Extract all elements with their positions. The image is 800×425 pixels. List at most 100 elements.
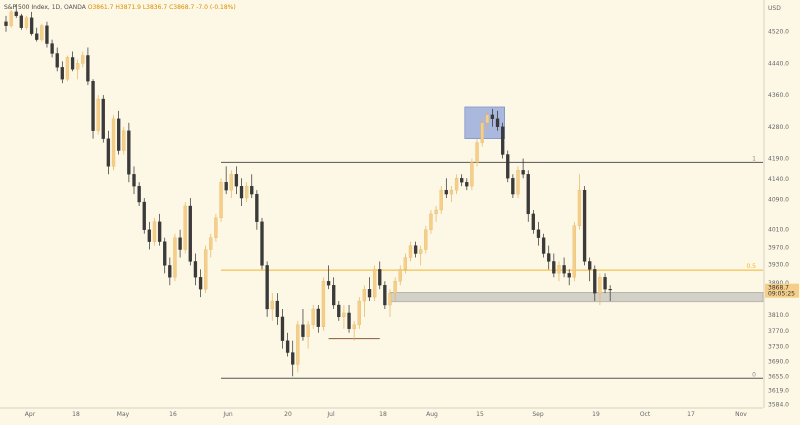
price-tick-label: 3690.0 <box>768 358 789 365</box>
candle-body <box>541 237 546 254</box>
candle-body <box>270 300 274 310</box>
candle-body <box>244 186 249 199</box>
candle-body <box>19 15 24 28</box>
candle-body <box>588 261 592 270</box>
fib-label-1: 0.5 <box>746 263 756 270</box>
candle-body <box>35 33 39 40</box>
time-tick-label: 17 <box>687 411 695 418</box>
candle-body <box>352 324 356 329</box>
currency-label: USD <box>768 5 781 12</box>
candle-body <box>76 63 80 70</box>
price-tick-label: 4440.0 <box>768 60 789 67</box>
candle-body <box>188 205 192 262</box>
price-tick-label: 4360.0 <box>768 92 789 99</box>
fib-label-2: 0 <box>752 371 756 378</box>
candle-body <box>500 126 505 155</box>
candle-body <box>470 162 474 187</box>
price-tick-label: 3970.0 <box>768 245 789 252</box>
candle-body <box>234 174 239 187</box>
time-tick-label: 18 <box>379 411 387 418</box>
symbol-legend: S&P 500 Index, 1D, OANDA O3861.7 H3871.9… <box>4 4 236 11</box>
candle-body <box>173 237 177 278</box>
candle-body <box>250 186 254 195</box>
time-tick-label: Apr <box>25 411 36 418</box>
candle-body <box>357 300 361 325</box>
candle-body <box>163 241 167 266</box>
price-tick-label: 4520.0 <box>768 29 789 36</box>
candle-body <box>70 57 75 70</box>
countdown-label: 09:05:25 <box>768 291 795 298</box>
price-tick-label: 4010.0 <box>768 227 789 234</box>
candle-body <box>106 138 111 167</box>
candle-body <box>567 273 571 278</box>
candle-body <box>383 285 387 306</box>
candle-body <box>142 201 146 230</box>
candle-body <box>239 186 244 199</box>
candle-body <box>275 300 280 318</box>
candle-body <box>603 277 607 290</box>
candle-body <box>111 118 116 167</box>
candle-body <box>311 308 315 325</box>
candle-body <box>429 213 433 230</box>
candle-body <box>495 118 500 127</box>
time-tick-label: Aug <box>426 411 438 418</box>
candle-body <box>572 225 576 278</box>
candle-body <box>342 312 346 318</box>
time-tick-label: Nov <box>735 411 747 418</box>
time-tick-label: 15 <box>476 411 484 418</box>
candle-body <box>531 213 536 230</box>
candle-body <box>347 312 351 329</box>
candle-body <box>147 229 152 242</box>
price-tick-label: 4140.0 <box>768 176 789 183</box>
legend-low: L3836.7 <box>142 4 168 11</box>
price-tick-label: 3584.0 <box>768 401 789 408</box>
candle-body <box>193 261 198 278</box>
candle-body <box>29 17 34 34</box>
price-tick-label: 4090.0 <box>768 197 789 204</box>
candle-body <box>60 67 64 80</box>
price-tick-label: 3655.0 <box>768 373 789 380</box>
candle-body <box>255 193 259 222</box>
time-tick-label: 16 <box>169 411 177 418</box>
candle-body <box>511 178 515 195</box>
candle-body <box>552 261 556 274</box>
price-tick-label: 3730.0 <box>768 344 789 351</box>
candle-body <box>55 53 59 68</box>
candle-body <box>413 245 418 254</box>
time-tick-label: May <box>117 411 130 418</box>
candle-body <box>326 281 331 286</box>
candle-body <box>45 25 49 44</box>
candle-body <box>214 217 218 238</box>
candle-body <box>547 253 551 262</box>
candle-body <box>475 142 479 163</box>
candle-body <box>593 269 597 294</box>
candle-body <box>229 174 233 191</box>
candle-body <box>608 289 612 291</box>
candle-body <box>4 21 8 26</box>
support-zone[interactable] <box>389 292 764 303</box>
last-price-badge[interactable] <box>765 283 799 298</box>
candle-body <box>378 269 382 286</box>
candle-body <box>224 182 228 191</box>
candle-body <box>460 178 464 183</box>
candle-body <box>444 189 448 195</box>
candle-body <box>526 174 530 215</box>
candle-body <box>536 229 541 238</box>
candle-body <box>582 189 587 262</box>
price-tick-label: 4190.0 <box>768 155 789 162</box>
candle-body <box>81 55 85 64</box>
legend-close: C3868.7 <box>169 4 195 11</box>
candle-body <box>480 122 484 143</box>
legend-interval: 1D <box>51 4 61 11</box>
candle-body <box>424 229 428 250</box>
candle-body <box>152 221 157 242</box>
candle-body <box>50 43 54 54</box>
time-tick-label: 20 <box>284 411 292 418</box>
candle-body <box>65 57 70 80</box>
candle-body <box>24 17 29 28</box>
candle-body <box>101 98 105 139</box>
candle-body <box>157 221 162 242</box>
